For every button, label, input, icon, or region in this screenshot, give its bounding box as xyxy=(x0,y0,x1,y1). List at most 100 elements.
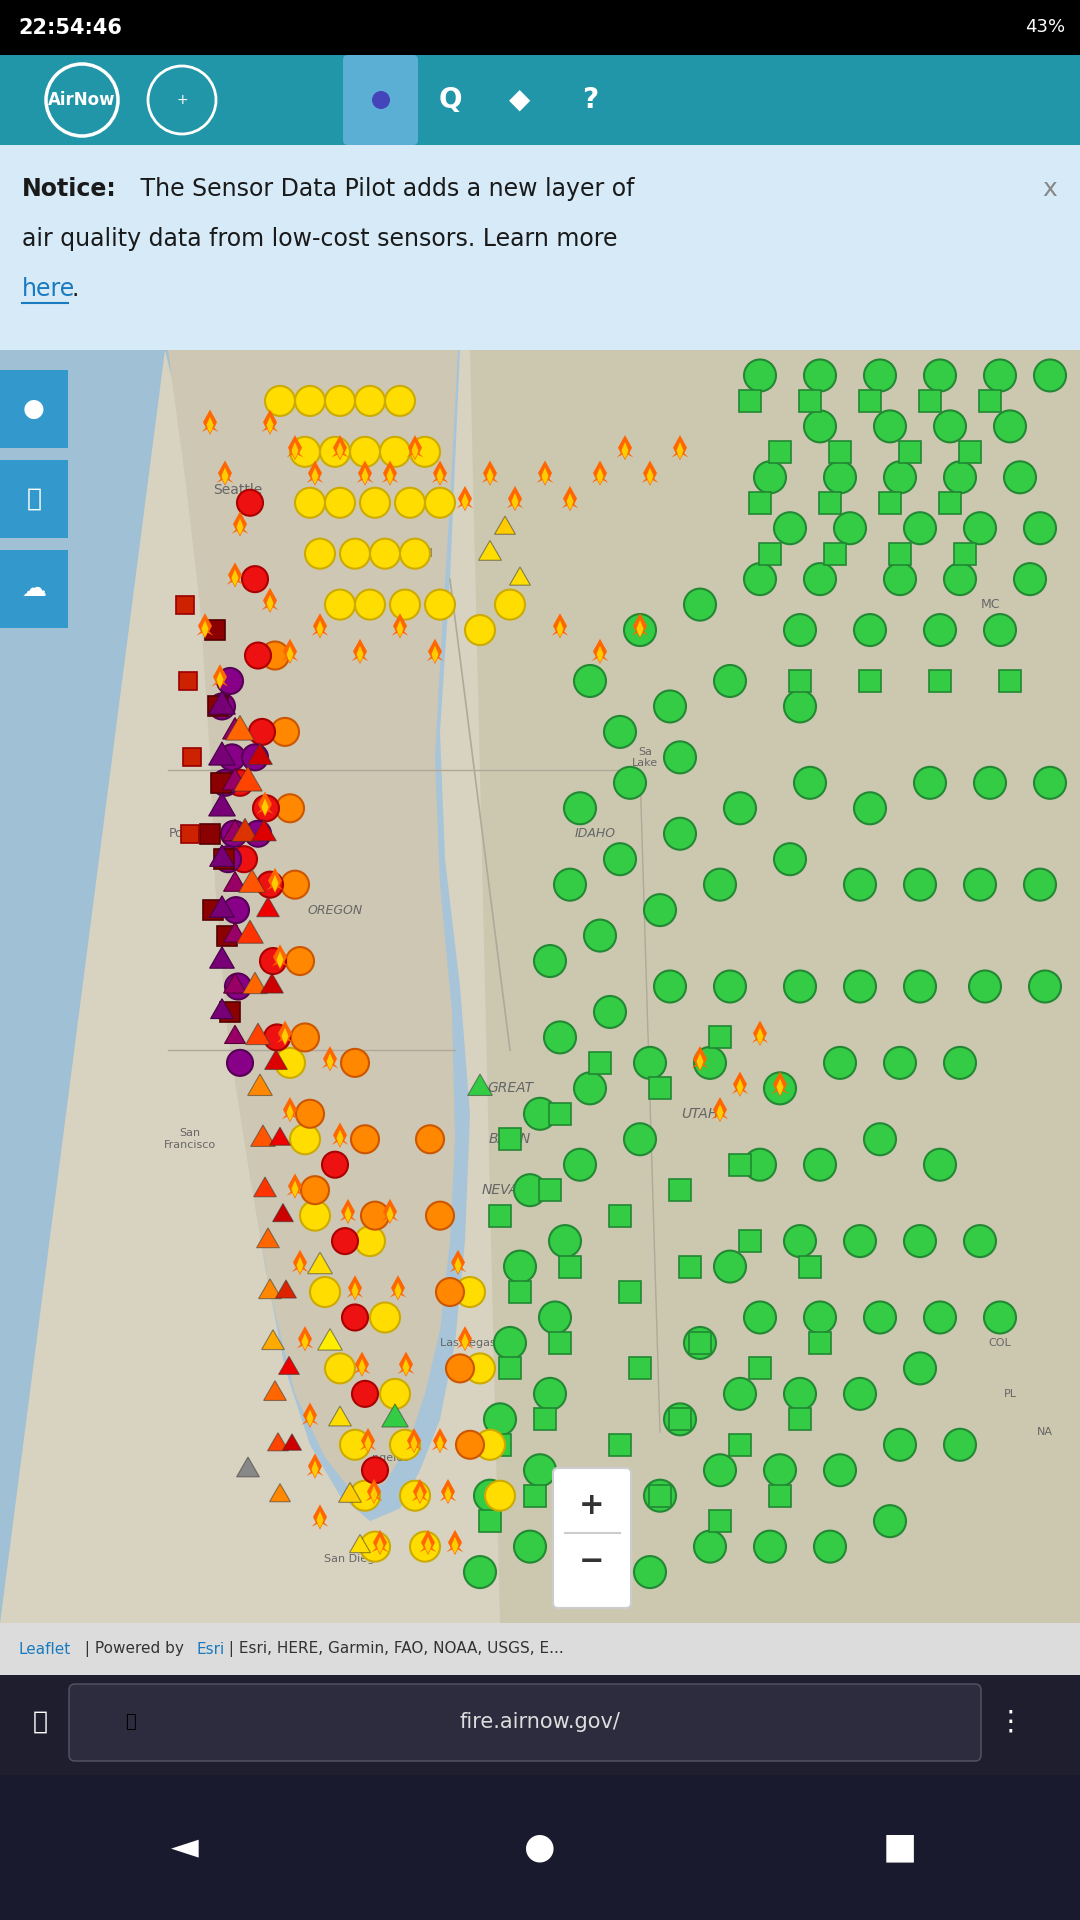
Bar xyxy=(999,670,1021,691)
Polygon shape xyxy=(449,1250,467,1275)
Circle shape xyxy=(390,589,420,620)
Circle shape xyxy=(904,1352,936,1384)
Text: x: x xyxy=(1042,177,1057,202)
Circle shape xyxy=(271,718,299,745)
Polygon shape xyxy=(451,1536,459,1553)
Polygon shape xyxy=(359,1359,365,1375)
Polygon shape xyxy=(411,442,419,459)
Circle shape xyxy=(1029,970,1061,1002)
Polygon shape xyxy=(596,467,604,484)
Bar xyxy=(899,442,921,463)
Polygon shape xyxy=(222,820,247,841)
Circle shape xyxy=(325,1354,355,1384)
Polygon shape xyxy=(221,467,229,484)
Bar xyxy=(708,1511,731,1532)
Text: ■: ■ xyxy=(883,1830,917,1864)
FancyBboxPatch shape xyxy=(343,56,418,146)
Text: The Sensor Data Pilot adds a new layer of: The Sensor Data Pilot adds a new layer o… xyxy=(133,177,635,202)
Polygon shape xyxy=(397,1352,415,1377)
Polygon shape xyxy=(351,1283,359,1300)
Circle shape xyxy=(332,1229,357,1254)
Polygon shape xyxy=(381,461,399,486)
Polygon shape xyxy=(403,1359,409,1375)
Polygon shape xyxy=(0,349,170,1622)
Circle shape xyxy=(774,513,806,543)
Circle shape xyxy=(524,1098,556,1129)
Polygon shape xyxy=(270,1484,291,1501)
Circle shape xyxy=(744,563,777,595)
Polygon shape xyxy=(271,876,279,891)
Polygon shape xyxy=(311,467,319,484)
Circle shape xyxy=(291,1023,319,1052)
Polygon shape xyxy=(270,1127,291,1146)
Polygon shape xyxy=(596,645,604,662)
Circle shape xyxy=(604,843,636,876)
Circle shape xyxy=(222,897,249,924)
Polygon shape xyxy=(470,349,1080,1622)
Polygon shape xyxy=(394,1283,402,1300)
Bar xyxy=(919,390,941,413)
Circle shape xyxy=(474,1480,507,1511)
Text: Q: Q xyxy=(438,86,462,113)
Circle shape xyxy=(465,1354,495,1384)
Circle shape xyxy=(573,1073,606,1104)
Polygon shape xyxy=(457,1327,473,1352)
Circle shape xyxy=(944,1046,976,1079)
Polygon shape xyxy=(495,516,515,534)
Circle shape xyxy=(724,1379,756,1409)
Circle shape xyxy=(714,1250,746,1283)
Bar xyxy=(929,670,951,691)
Polygon shape xyxy=(243,972,268,995)
Polygon shape xyxy=(307,1453,323,1478)
Text: GREAT: GREAT xyxy=(487,1081,534,1094)
Polygon shape xyxy=(260,973,283,993)
Circle shape xyxy=(794,766,826,799)
Polygon shape xyxy=(381,1198,399,1225)
Polygon shape xyxy=(286,1104,294,1121)
Polygon shape xyxy=(562,486,579,511)
Polygon shape xyxy=(208,793,235,816)
Circle shape xyxy=(804,411,836,442)
Bar xyxy=(889,543,912,564)
Circle shape xyxy=(351,1125,379,1154)
Polygon shape xyxy=(353,1352,370,1377)
Circle shape xyxy=(1024,868,1056,900)
Circle shape xyxy=(295,386,325,417)
Polygon shape xyxy=(468,1073,492,1096)
Polygon shape xyxy=(339,1482,362,1501)
Polygon shape xyxy=(272,1204,294,1221)
Bar xyxy=(739,390,761,413)
Polygon shape xyxy=(436,467,444,484)
Polygon shape xyxy=(297,1258,303,1273)
Circle shape xyxy=(217,668,243,693)
Text: Las Vegas: Las Vegas xyxy=(441,1338,496,1348)
Polygon shape xyxy=(347,1275,363,1300)
Polygon shape xyxy=(237,1457,259,1476)
Bar xyxy=(829,442,851,463)
Polygon shape xyxy=(258,1279,282,1298)
Polygon shape xyxy=(647,467,653,484)
Text: San Diego: San Diego xyxy=(324,1555,380,1565)
Polygon shape xyxy=(427,639,444,664)
Circle shape xyxy=(944,1428,976,1461)
Bar xyxy=(499,1129,521,1150)
Circle shape xyxy=(410,438,440,467)
Circle shape xyxy=(904,868,936,900)
Circle shape xyxy=(864,1123,896,1156)
Polygon shape xyxy=(271,945,288,970)
Polygon shape xyxy=(337,1129,343,1146)
Circle shape xyxy=(594,996,626,1027)
Bar xyxy=(649,1077,671,1100)
Circle shape xyxy=(485,1480,515,1511)
Circle shape xyxy=(426,1202,454,1229)
Text: PL: PL xyxy=(1003,1388,1016,1400)
Bar xyxy=(759,543,781,564)
Polygon shape xyxy=(372,1530,389,1555)
Bar xyxy=(959,442,981,463)
Circle shape xyxy=(704,868,735,900)
Text: +: + xyxy=(579,1490,605,1519)
Circle shape xyxy=(764,1073,796,1104)
Circle shape xyxy=(464,1555,496,1588)
Text: Sa
Lake: Sa Lake xyxy=(632,747,658,768)
Circle shape xyxy=(549,1225,581,1258)
